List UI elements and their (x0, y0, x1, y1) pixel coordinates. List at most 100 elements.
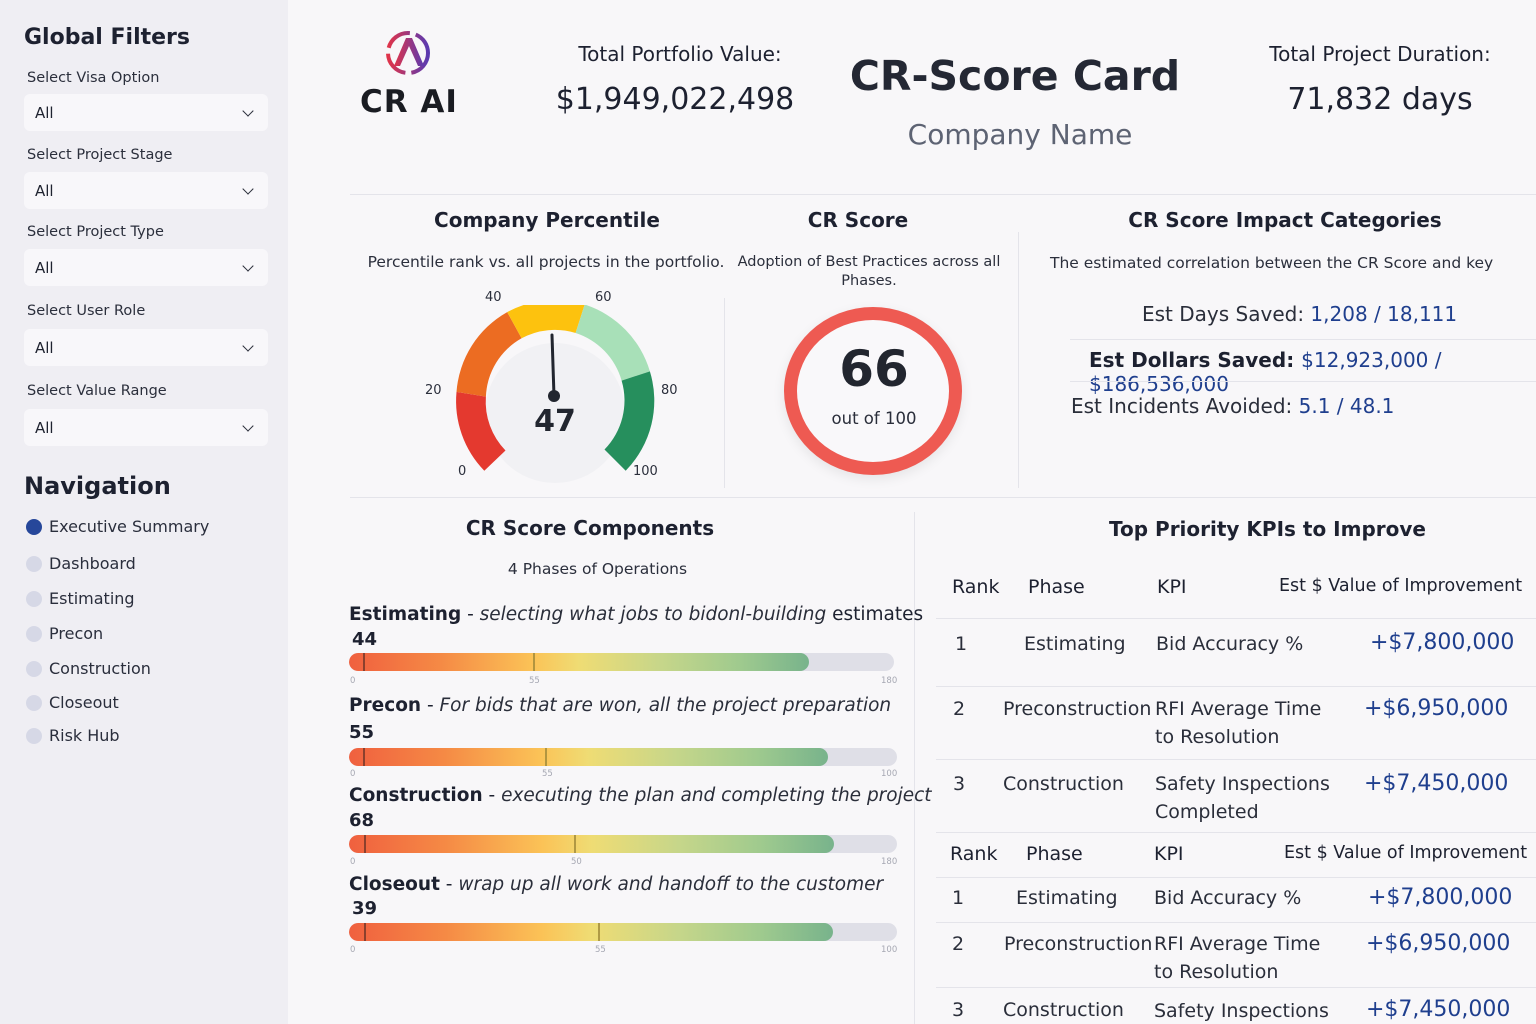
nav-item-dashboard[interactable]: Dashboard (26, 554, 136, 573)
nav-item-estimating[interactable]: Estimating (26, 589, 135, 608)
cell-value: +$6,950,000 (1364, 696, 1509, 721)
bar-tick: 0 (350, 676, 356, 686)
bar-tick: 50 (571, 857, 582, 867)
table-divider (936, 922, 1536, 923)
divider (914, 512, 915, 1024)
component-name: Closeout (349, 874, 440, 895)
chevron-down-icon (242, 419, 254, 432)
user-role-select[interactable]: All (24, 329, 268, 366)
cell-kpi: RFI Average Time to Resolution (1154, 933, 1321, 983)
chevron-down-icon (242, 182, 254, 195)
bar-tick: 100 (881, 945, 898, 955)
cell-rank: 3 (952, 999, 965, 1021)
component-estimating-label: Estimating - selecting what jobs to bido… (349, 604, 924, 625)
component-construction-bar (349, 835, 897, 853)
select-value: All (35, 103, 54, 122)
impact-subtitle: The estimated correlation between the CR… (1050, 254, 1494, 272)
table-divider (936, 987, 1536, 988)
cell-phase: Construction (1003, 773, 1124, 795)
component-construction-label: Construction - executing the plan and co… (349, 785, 932, 806)
component-name: Construction (349, 785, 483, 806)
divider (724, 298, 725, 488)
bar-tick: 0 (350, 945, 356, 955)
cell-rank: 1 (952, 887, 965, 909)
nav-item-precon[interactable]: Precon (26, 624, 103, 643)
nav-item-risk-hub[interactable]: Risk Hub (26, 726, 120, 745)
table-header-phase: Phase (1026, 843, 1083, 865)
percentile-gauge (450, 299, 660, 485)
cell-value: +$7,450,000 (1366, 997, 1511, 1022)
bar-fill (349, 835, 834, 853)
gauge-tick-40: 40 (485, 290, 502, 305)
filter-label-visa: Select Visa Option (27, 70, 160, 86)
cell-kpi: Bid Accuracy % (1156, 633, 1304, 655)
impact-value: 1,208 / 18,111 (1310, 302, 1458, 326)
navigation-title: Navigation (24, 472, 171, 500)
divider (350, 497, 1536, 498)
component-precon-label: Precon - For bids that are won, all the … (349, 695, 892, 716)
duration-value: 71,832 days (1287, 82, 1473, 117)
duration-label: Total Project Duration: (1269, 42, 1491, 66)
project-stage-select[interactable]: All (24, 172, 268, 209)
bar-marker (545, 748, 547, 766)
bar-fill (349, 748, 828, 766)
bar-marker (364, 923, 366, 941)
radio-icon (26, 555, 42, 572)
logo-mark-icon (380, 30, 436, 80)
portfolio-value: $1,949,022,498 (555, 82, 795, 117)
nav-item-label: Executive Summary (49, 517, 210, 536)
divider (1018, 232, 1019, 488)
logo-text-cr: CR (360, 84, 409, 120)
cell-phase: Estimating (1024, 633, 1126, 655)
gauge-tick-60: 60 (595, 290, 612, 305)
bar-marker (363, 748, 365, 766)
bar-tick: 0 (350, 857, 356, 867)
bar-fill (349, 923, 833, 941)
cell-kpi: Bid Accuracy % (1154, 887, 1302, 909)
nav-item-executive-summary[interactable]: Executive Summary (26, 517, 209, 536)
cell-value: +$7,450,000 (1364, 771, 1509, 796)
crscore-out-of: out of 100 (831, 409, 917, 428)
bar-tick: 180 (881, 857, 898, 867)
chevron-down-icon (242, 339, 254, 352)
radio-icon (26, 660, 42, 677)
chevron-down-icon (242, 104, 254, 117)
impact-label: Est Dollars Saved: (1089, 348, 1295, 372)
table-header-value: Est $ Value of Improvement (1279, 576, 1523, 596)
cell-kpi: RFI Average Time to Resolution (1155, 698, 1322, 748)
impact-label: Est Incidents Avoided: (1071, 394, 1293, 418)
value-range-select[interactable]: All (24, 409, 268, 446)
impact-value: $12,923,000 / $186,536,000 (1089, 348, 1442, 396)
cell-rank: 2 (953, 698, 966, 720)
filter-label-stage: Select Project Stage (27, 147, 173, 163)
nav-item-construction[interactable]: Construction (26, 659, 151, 678)
bar-marker (598, 923, 600, 941)
logo-text-ai: AI (420, 84, 458, 120)
cell-rank: 2 (952, 933, 965, 955)
nav-item-closeout[interactable]: Closeout (26, 693, 119, 712)
portfolio-value-label: Total Portfolio Value: (578, 42, 782, 66)
divider (1070, 381, 1536, 382)
component-desc: selecting what jobs to bidonl-building (479, 604, 827, 625)
bar-tick: 0 (350, 769, 356, 779)
chevron-down-icon (242, 259, 254, 272)
bar-marker (574, 835, 576, 853)
nav-item-label: Estimating (49, 589, 135, 608)
component-estimating-bar (349, 653, 894, 671)
components-subtitle: 4 Phases of Operations (507, 560, 688, 578)
table-divider (936, 759, 1536, 760)
cell-kpi: Safety Inspections Completed (1155, 773, 1330, 823)
component-closeout-label: Closeout - wrap up all work and handoff … (349, 874, 884, 895)
crscore-value: 66 (839, 340, 909, 398)
table-header-phase: Phase (1028, 576, 1085, 598)
project-type-select[interactable]: All (24, 249, 268, 286)
cell-phase: Estimating (1016, 887, 1118, 909)
filter-label-role: Select User Role (27, 303, 146, 319)
table-divider (936, 877, 1536, 878)
divider (350, 194, 1536, 195)
gauge-tick-100: 100 (633, 464, 658, 479)
filters-title: Global Filters (24, 25, 190, 50)
visa-option-select[interactable]: All (24, 94, 268, 131)
nav-item-label: Dashboard (49, 554, 136, 573)
filter-label-value-range: Select Value Range (27, 383, 167, 399)
